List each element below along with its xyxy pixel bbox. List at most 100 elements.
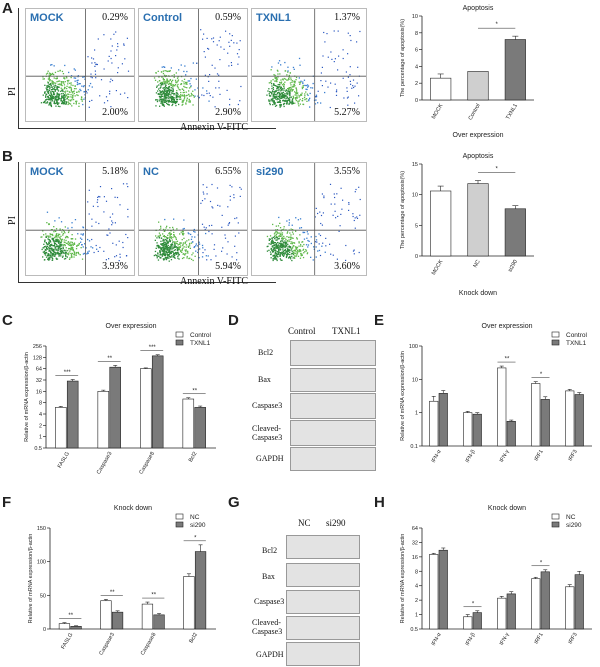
y-axis-label: Relative of mRNA expression/β-actin [400,351,406,441]
bar [506,421,516,447]
blot-row-label: Caspase3 [252,401,283,410]
y-tick-label: 2 [415,81,418,87]
y-axis-label: Relative of mRNA expression/β-actin [24,352,30,442]
significance-mark: * [472,601,475,607]
bar [55,407,67,449]
legend-swatch [175,513,184,520]
flow-upper-right: 5.18% [102,166,128,177]
blot-row-label: Bcl2 [258,348,274,357]
legend-label: si290 [190,522,206,529]
legend-swatch [551,339,560,346]
bar [194,407,206,449]
y-axis-label: The percentage of apoptosis(%) [400,171,406,249]
panel-letter-f: F [2,494,12,511]
legend-swatch [551,521,560,528]
x-tick-label: Caspase8 [140,632,158,656]
blot-header: NC [298,518,311,528]
flow-lower-right: 3.60% [334,261,360,272]
x-axis-label: Over expression [453,132,504,139]
significance-mark: * [495,22,498,28]
y-tick-label: 256 [33,344,42,350]
y-tick-label: 6 [415,48,418,54]
y-tick-label: 4 [415,64,418,70]
chart-title: Knock down [488,505,526,512]
flow-plot-a-2: Control 0.59% 2.90% [138,8,248,122]
bar [506,593,516,630]
legend-swatch [551,513,560,520]
flow-plot-b-1: MOCK 5.18% 3.93% [25,162,135,276]
chart-title: Over expression [106,323,157,330]
blot-band [286,535,360,559]
bar [504,208,526,257]
significance-mark: ** [192,388,197,394]
chart-title: Over expression [482,323,533,330]
bar [66,380,79,449]
flow-dots [266,183,361,262]
legend-label: NC [190,514,200,521]
chart-title: Knock down [114,505,152,512]
bar [540,399,550,447]
bar [574,394,584,447]
blot-d: Control TXNL1 [258,322,370,482]
legend-swatch [175,331,184,338]
flow-b-y-label: PI [6,216,18,225]
flow-sample-name: MOCK [30,166,64,178]
significance-mark: *** [64,370,72,376]
blot-row-label: GAPDH [256,650,284,659]
y-tick-label: 1 [415,411,418,417]
x-tick-label: Bcl2 [188,451,199,463]
y-tick-label: 16 [36,389,42,395]
panel-letter-c: C [2,312,13,329]
legend-swatch [175,521,184,528]
y-tick-label: 64 [36,367,42,373]
bar [540,571,550,630]
y-tick-label: 0.5 [410,627,418,633]
bar [565,390,575,447]
bar [438,549,448,630]
x-tick-label: TXNL1 [505,103,519,121]
legend-label: Control [190,332,212,339]
panel-letter-b: B [2,148,13,165]
significance-mark: ** [505,357,510,363]
blot-header: TXNL1 [332,326,361,336]
y-tick-label: 0 [43,627,46,633]
y-tick-label: 64 [412,526,418,532]
blot-row-label: Bcl2 [262,546,278,555]
flow-sample-name: TXNL1 [256,12,291,24]
legend-label: TXNL1 [190,340,211,347]
y-axis-label: The percentage of apoptosis(%) [400,19,406,97]
significance-mark: * [194,535,197,541]
significance-mark: *** [149,345,157,351]
x-tick-label: Caspase3 [96,451,114,475]
chart-a-apoptosis: Apoptosis 0 2 4 6 8 10 The percentage of apopto… [400,5,534,139]
y-tick-label: 0.1 [410,444,418,450]
y-tick-label: 0 [415,254,418,260]
legend-label: TXNL1 [566,340,587,347]
legend-swatch [551,331,560,338]
bar [497,367,507,447]
x-tick-label: Bcl2 [188,632,199,644]
chart-title: Apoptosis [463,5,494,12]
flow-b-x-axis [18,282,276,283]
blot-band [290,393,376,419]
y-tick-label: 100 [409,344,418,350]
x-tick-label: IFN-α [431,631,444,647]
bar [182,398,195,449]
bar [70,626,82,630]
blot-header: Control [288,326,316,336]
bar [151,355,164,449]
x-tick-label: IRF1 [534,632,545,645]
x-tick-label: MOCK [431,259,445,277]
y-tick-label: 1 [415,613,418,619]
y-tick-label: 2 [39,423,42,429]
flow-upper-right: 0.59% [215,12,241,23]
blot-band [286,642,360,666]
y-tick-label: 8 [415,569,418,575]
x-tick-label: IRF3 [568,632,579,645]
chart-title: Apoptosis [463,153,494,160]
panel-letter-g: G [228,494,240,511]
x-tick-label: Caspase8 [138,451,156,475]
blot-band [286,563,360,587]
y-tick-label: 10 [412,193,418,199]
chart-c-mrna: Over expression 0.5 1 2 4 8 16 32 64 128 256Relati… [24,323,216,475]
